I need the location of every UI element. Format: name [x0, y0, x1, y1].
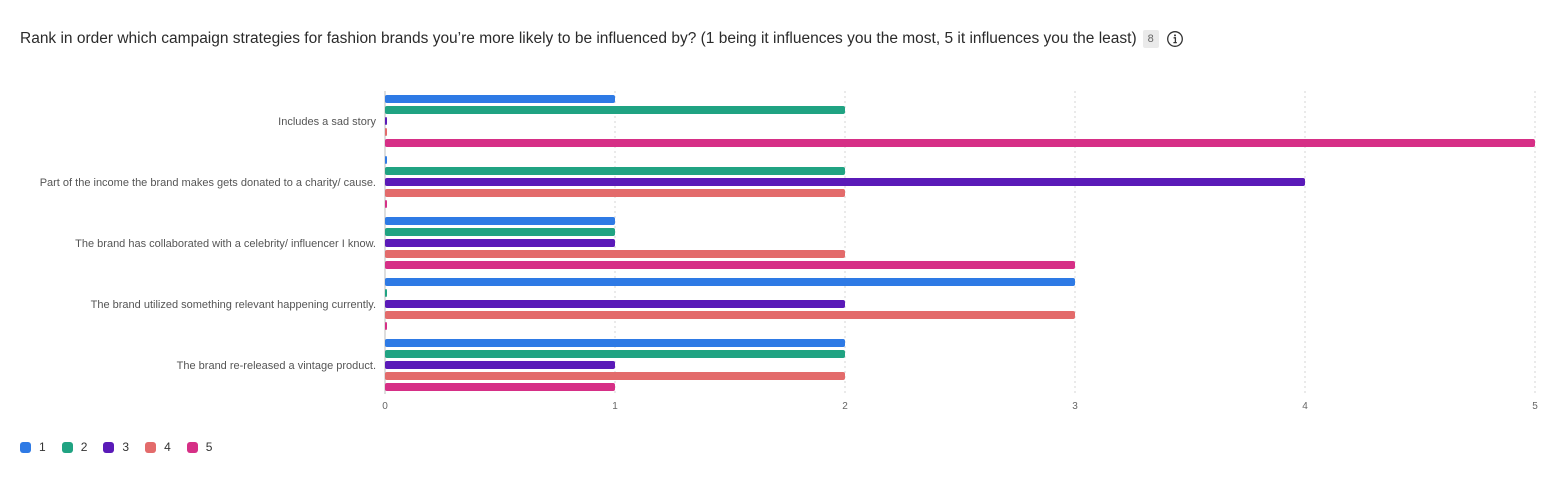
category-label: Includes a sad story	[278, 116, 376, 128]
legend-item-1[interactable]: 1	[20, 440, 46, 454]
bar-series-2	[385, 289, 387, 297]
bar-series-3	[385, 300, 845, 308]
category-label: Part of the income the brand makes gets …	[40, 177, 376, 189]
bar-series-4	[385, 372, 845, 380]
bar-series-1	[385, 156, 387, 164]
info-circle-icon[interactable]	[1166, 30, 1184, 48]
legend-item-2[interactable]: 2	[61, 440, 88, 454]
legend-label: 1	[39, 440, 46, 454]
legend-swatch	[103, 441, 115, 453]
bar-series-1	[385, 95, 615, 103]
response-count-badge: 8	[1142, 30, 1159, 48]
legend-swatch	[61, 441, 73, 453]
bar-series-4	[385, 250, 845, 258]
bar-series-5	[385, 383, 615, 391]
x-tick-label: 3	[1072, 401, 1078, 412]
bar-series-2	[385, 167, 845, 175]
x-tick-label: 2	[842, 401, 848, 412]
legend-item-3[interactable]: 3	[103, 440, 129, 454]
bar-series-4	[385, 189, 845, 197]
bar-series-3	[385, 178, 1305, 186]
bar-series-3	[385, 117, 387, 125]
legend-label: 4	[164, 440, 171, 454]
legend-swatch	[186, 441, 198, 453]
legend-label: 3	[122, 440, 130, 454]
legend-label: 5	[205, 440, 213, 454]
bar-series-5	[385, 200, 387, 208]
legend-item-5[interactable]: 5	[186, 440, 213, 454]
chart-legend: 1 2 3 4 5	[20, 440, 228, 454]
category-label: The brand utilized something relevant ha…	[91, 299, 376, 311]
bar-series-5	[385, 322, 387, 330]
question-title: Rank in order which campaign strategies …	[20, 30, 1137, 47]
x-tick-label: 5	[1532, 401, 1538, 412]
x-tick-label: 4	[1302, 401, 1308, 412]
legend-item-4[interactable]: 4	[145, 440, 171, 454]
bar-chart: 0 1 2 3 4 5 Includes a sad story Part of the in…	[40, 91, 1538, 412]
bar-series-3	[385, 361, 615, 369]
bar-series-5	[385, 139, 1535, 147]
bar-series-5	[385, 261, 1075, 269]
bar-series-2	[385, 350, 845, 358]
x-tick-label: 0	[382, 401, 388, 412]
bar-series-4	[385, 128, 387, 136]
category-label: The brand has collaborated with a celebr…	[75, 238, 376, 250]
category-label: The brand re-released a vintage product.	[177, 360, 376, 372]
bar-series-4	[385, 311, 1075, 319]
bar-series-1	[385, 278, 1075, 286]
legend-label: 2	[80, 440, 88, 454]
bar-series-2	[385, 228, 615, 236]
legend-swatch	[20, 441, 31, 453]
bar-series-1	[385, 217, 615, 225]
bar-series-3	[385, 239, 615, 247]
bar-series-1	[385, 339, 845, 347]
x-tick-label: 1	[612, 401, 618, 412]
legend-swatch	[145, 441, 157, 453]
bar-series-2	[385, 106, 845, 114]
chart-header: Rank in order which campaign strategies …	[20, 28, 1184, 50]
